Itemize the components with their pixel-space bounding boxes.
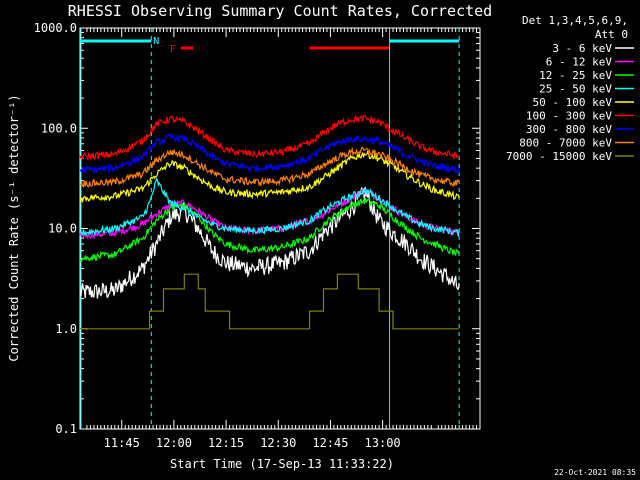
legend-header-1: Det 1,3,4,5,6,9, [522,14,628,27]
x-tick-label: 13:00 [365,436,401,450]
y-tick-label: 100.0 [41,121,77,135]
legend-label: 12 - 25 keV [539,69,612,82]
data-series [79,114,460,330]
flare-flag-label: F [170,44,176,55]
footer-timestamp: 22-Oct-2021 08:35 [554,468,636,477]
x-tick-label: 11:45 [104,436,140,450]
y-tick-label: 0.1 [55,422,77,436]
y-tick-label: 10.0 [48,222,77,236]
series-line-2 [79,197,460,263]
legend-label: 6 - 12 keV [546,56,613,69]
legend-label: 100 - 300 keV [526,110,612,123]
legend-header-2: Att 0 [595,28,628,41]
series-line-7 [79,146,460,188]
x-tick-label: 12:15 [208,436,244,450]
y-axis-label: Corrected Count Rate (s⁻¹ detector⁻¹) [7,94,21,361]
night-flag-label: N [153,36,159,47]
legend-label: 3 - 6 keV [552,42,612,55]
y-tick-label: 1000.0 [34,21,77,35]
series-line-8 [80,273,460,330]
series-line-3 [79,177,460,237]
series-line-4 [79,150,460,204]
legend-label: 800 - 7000 keV [519,137,612,150]
x-tick-label: 12:00 [156,436,192,450]
series-line-0 [79,186,460,299]
series-line-5 [79,114,460,161]
x-tick-label: 12:30 [260,436,296,450]
y-tick-label: 1.0 [55,322,77,336]
chart-title: RHESSI Observing Summary Count Rates, Co… [68,2,492,20]
y-axis-ticks: 1000.0 100.0 10.0 1.0 0.1 [34,21,480,436]
legend-label: 25 - 50 keV [539,83,612,96]
series-line-6 [79,132,460,175]
x-tick-label: 12:45 [312,436,348,450]
x-axis-ticks: 11:45 12:00 12:15 12:30 12:45 13:00 [86,28,478,450]
x-axis-label: Start Time (17-Sep-13 11:33:22) [170,457,394,471]
legend-label: 7000 - 15000 keV [506,150,612,163]
legend-label: 300 - 800 keV [526,123,612,136]
legend-label: 50 - 100 keV [533,96,613,109]
